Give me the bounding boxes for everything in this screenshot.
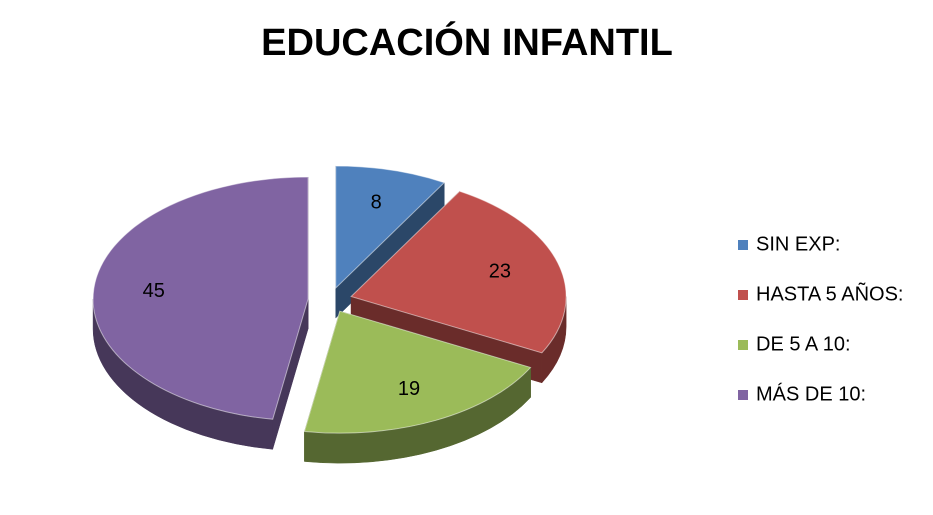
slice xyxy=(303,310,532,434)
value-label: 23 xyxy=(489,260,511,282)
legend-text: DE 5 A 10: xyxy=(756,333,851,355)
value-label: 19 xyxy=(398,378,420,400)
slice: 8 xyxy=(335,165,446,319)
legend: SIN EXP: HASTA 5 AÑOS: DE 5 A 10: MÁS DE 10… xyxy=(738,233,903,405)
chart-title: EDUCACIÓN INFANTIL xyxy=(261,20,673,64)
legend-swatch xyxy=(738,290,748,300)
slice: 45 xyxy=(92,176,309,450)
legend-swatch xyxy=(738,340,748,350)
slice xyxy=(92,176,309,420)
slice xyxy=(350,190,567,354)
slice xyxy=(335,165,446,290)
value-label: 8 xyxy=(371,191,382,213)
legend-swatch xyxy=(738,240,748,250)
legend-text: HASTA 5 AÑOS: xyxy=(756,281,903,305)
slice: 19 xyxy=(303,310,532,464)
legend-text: MÁS DE 10: xyxy=(756,382,866,405)
value-label: 45 xyxy=(143,280,165,302)
legend-swatch xyxy=(738,390,748,400)
pie: 8 23 45 19 xyxy=(92,165,567,464)
legend-text: SIN EXP: xyxy=(756,233,840,255)
